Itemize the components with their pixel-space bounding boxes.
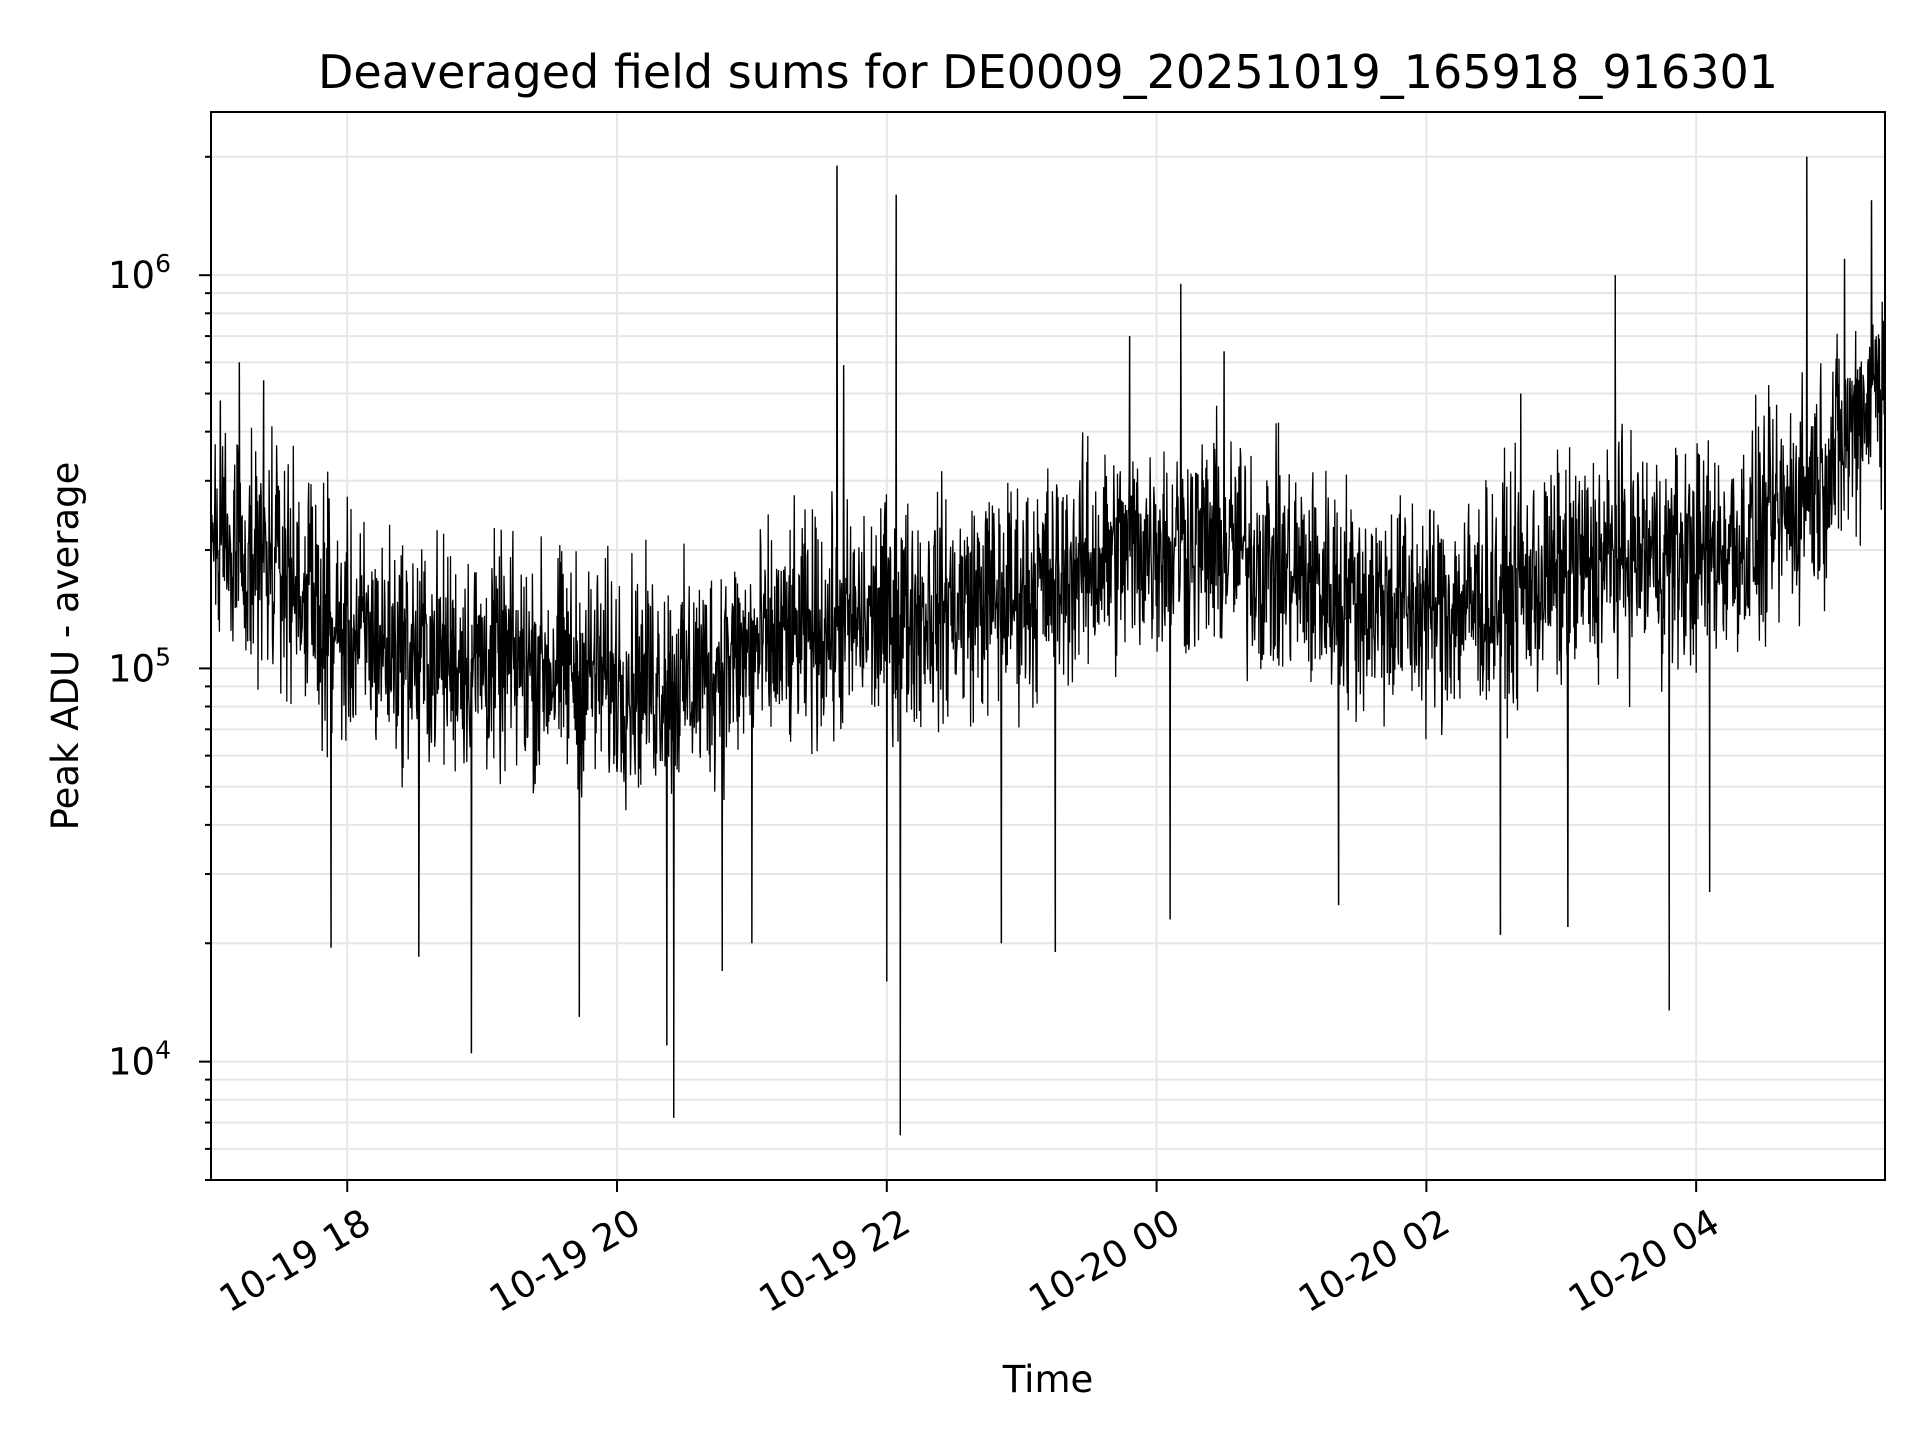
x-axis-label: Time	[1002, 1358, 1094, 1401]
x-tick-label: 10-19 18	[212, 1201, 378, 1321]
series-layer	[210, 156, 1886, 1136]
x-tick-label: 10-20 04	[1561, 1201, 1727, 1321]
y-tick-label: 106	[108, 249, 171, 297]
x-tick-label: 10-19 20	[482, 1201, 648, 1321]
x-tick-label: 10-20 00	[1022, 1201, 1188, 1321]
x-axis: 10-19 18 10-19 20 10-19 22 10-20 00 10-20 02…	[212, 1180, 1727, 1321]
plot-area-frame	[210, 111, 1886, 1181]
x-tick-label: 10-20 02	[1291, 1201, 1457, 1321]
y-axis: 104 105 106	[108, 155, 211, 1181]
y-axis-label: Peak ADU - average	[44, 462, 87, 831]
x-tick-label: 10-19 22	[752, 1201, 918, 1321]
y-tick-label: 104	[108, 1036, 171, 1084]
series-line	[210, 156, 1886, 1136]
grid-lines	[211, 112, 1885, 1181]
y-tick-label: 105	[108, 642, 171, 690]
chart-title: Deaveraged field sums for DE0009_2025101…	[318, 45, 1778, 99]
